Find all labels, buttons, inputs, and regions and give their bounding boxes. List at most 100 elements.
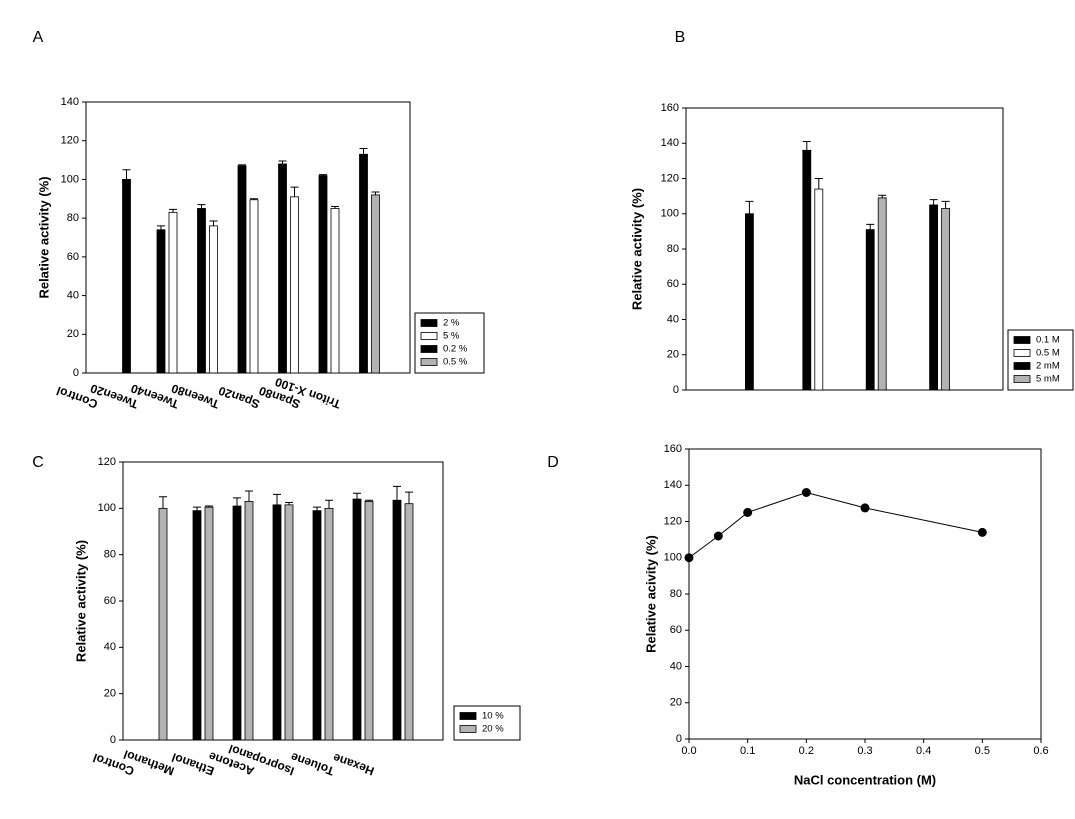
bar [272,504,282,741]
y-tick-label: 140 [664,479,682,491]
bar [284,504,294,741]
bar [392,499,402,741]
y-tick-label: 60 [104,595,116,607]
data-line [688,491,983,559]
error-bar [169,208,177,213]
bar [330,208,340,374]
panel-label: A [33,29,44,46]
y-tick-label: 20 [670,697,682,709]
legend-swatch [420,319,438,327]
y-tick-label: 100 [664,552,682,564]
y-tick-label: 0 [676,733,682,745]
y-axis-label: Relative activity (%) [73,540,88,662]
panel-label: C [32,454,44,471]
bar [318,175,328,374]
x-tick-label: Span20 [216,383,261,411]
error-bar [313,506,321,511]
legend-label: 0.2 % [443,344,468,355]
error-bar [745,200,754,214]
bar [204,506,214,741]
legend-label: 10 % [482,711,504,722]
bar [404,503,414,741]
error-bar [159,496,167,509]
y-tick-label: 0 [73,367,79,379]
error-bar [250,198,258,200]
data-point [977,527,987,537]
legend-label: 0.1 M [1036,335,1060,346]
error-bar [365,499,373,502]
bar [802,149,812,391]
plot-frame [685,107,1004,391]
y-tick-label: 40 [670,660,682,672]
data-point [860,503,870,513]
legend-swatch [1013,375,1031,383]
legend-swatch [459,712,477,720]
legend-label: 2 % [443,318,460,329]
y-tick-label: 120 [661,172,679,184]
error-bar [193,506,201,511]
bar [371,194,380,374]
x-tick-label: 0.4 [916,745,931,757]
error-bar [157,225,165,230]
error-bar [325,499,333,509]
y-tick-label: 0 [110,734,116,746]
x-tick-label: Hexane [331,750,376,778]
error-bar [371,191,380,195]
bar [156,229,166,374]
bar [941,208,950,391]
y-tick-label: 20 [67,328,79,340]
error-bar [814,178,823,190]
x-tick-label: 0.2 [799,745,814,757]
error-bar [353,492,361,500]
y-axis-label: Relative activity (%) [629,188,644,310]
error-bar [405,491,413,504]
legend-swatch [459,725,477,733]
bar [352,498,362,741]
legend-swatch [420,332,438,340]
error-bar [941,200,950,209]
error-bar [802,140,811,151]
bar [814,188,824,391]
plot-frame [688,448,1042,740]
error-bar [122,169,131,180]
bar [877,197,887,391]
y-tick-label: 20 [667,349,679,361]
legend-swatch [1013,362,1031,370]
y-tick-label: 60 [670,624,682,636]
x-tick-label: Toluene [289,750,336,779]
bar [929,204,938,391]
bar [237,165,247,374]
bar [324,507,334,741]
error-bar [359,147,368,155]
bar [232,505,242,741]
legend-swatch [420,358,438,366]
error-bar [205,505,213,508]
legend-box [453,705,521,741]
bar [364,500,374,741]
bar [290,196,299,374]
y-tick-label: 60 [67,251,79,263]
bar [192,510,202,741]
error-bar [273,493,281,505]
y-axis-label: Relative acivity (%) [643,535,658,653]
plot-frame [85,101,411,374]
error-bar [929,199,938,205]
y-tick-label: 140 [61,96,79,108]
y-tick-label: 80 [667,243,679,255]
y-tick-label: 40 [104,641,116,653]
bar [158,507,168,741]
error-bar [285,502,293,505]
data-point [743,507,753,517]
legend-swatch [1013,336,1031,344]
bar [122,179,131,374]
error-bar [319,174,327,176]
y-tick-label: 100 [661,208,679,220]
y-tick-label: 120 [664,515,682,527]
error-bar [290,186,299,197]
y-tick-label: 160 [661,102,679,114]
x-tick-label: 0.6 [1033,745,1048,757]
y-tick-label: 0 [673,384,679,396]
data-point [801,488,811,497]
y-tick-label: 60 [667,278,679,290]
